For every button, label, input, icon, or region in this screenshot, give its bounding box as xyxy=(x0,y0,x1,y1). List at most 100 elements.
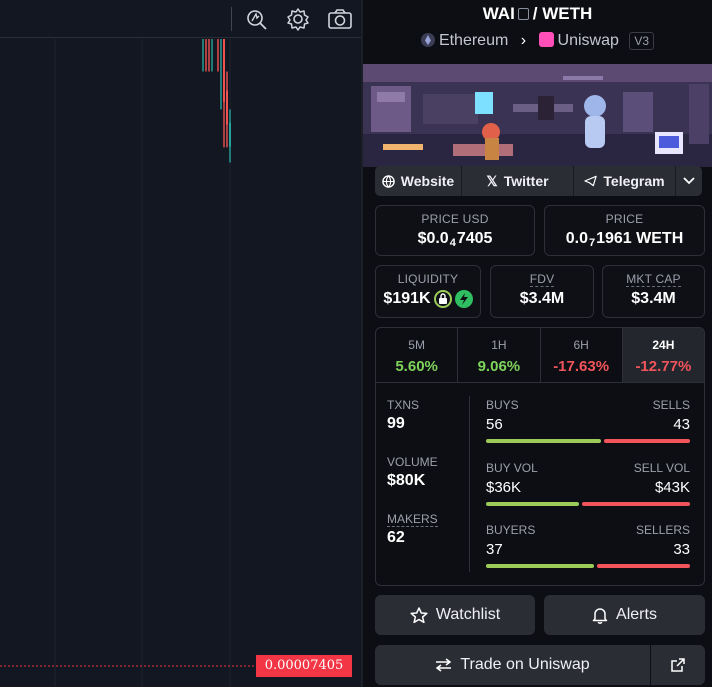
sellers-value: 33 xyxy=(673,541,690,558)
tab-24h-change: -12.77% xyxy=(635,358,692,375)
trade-button-label: Trade on Uniswap xyxy=(460,656,590,673)
sells-value: 43 xyxy=(673,416,690,433)
volume-value: $80K xyxy=(387,472,426,489)
chart-toolbar xyxy=(0,0,361,38)
buys-value: 56 xyxy=(486,416,503,433)
buys-label: BUYS xyxy=(486,398,519,412)
candle-body xyxy=(229,122,231,147)
buyers-label: BUYERS xyxy=(486,523,536,537)
sells-label: SELLS xyxy=(652,398,690,412)
fdv-card: FDV $3.4M xyxy=(490,265,594,318)
tab-1h-change: 9.06% xyxy=(477,358,521,375)
toolbar-separator xyxy=(231,7,232,31)
globe-icon xyxy=(382,174,395,188)
pane-divider[interactable] xyxy=(361,0,363,687)
bell-icon xyxy=(592,607,608,624)
tab-5m[interactable]: 5M 5.60% xyxy=(376,328,459,382)
swap-arrows-icon xyxy=(436,658,452,672)
quote-token-symbol: WETH xyxy=(542,4,593,23)
price-usd-zero-count: 4 xyxy=(449,237,456,249)
chevron-right-icon: › xyxy=(520,32,527,49)
chart-grid xyxy=(54,39,231,687)
drawing-tools-icon[interactable] xyxy=(244,6,270,32)
tab-24h[interactable]: 24H -12.77% xyxy=(622,328,704,382)
market-cap-label: MKT CAP xyxy=(603,272,704,287)
tab-5m-label: 5M xyxy=(408,338,425,352)
base-token-symbol: WAI xyxy=(482,4,515,23)
price-native-label: PRICE xyxy=(605,212,644,226)
settings-gear-icon[interactable] xyxy=(285,6,311,32)
fdv-label-text[interactable]: FDV xyxy=(529,272,555,287)
pair-separator: / xyxy=(532,4,538,23)
chevron-down-icon xyxy=(683,177,695,185)
price-native-prefix: 0.0 xyxy=(565,230,588,247)
website-link[interactable]: Website xyxy=(375,166,462,196)
price-usd-digits: 7405 xyxy=(456,230,493,247)
market-cap-card: MKT CAP $3.4M xyxy=(602,265,705,318)
open-external-button[interactable] xyxy=(651,645,705,685)
chain-name[interactable]: Ethereum xyxy=(438,32,509,49)
telegram-link-label: Telegram xyxy=(603,173,665,189)
sell-volume-label: SELL VOL xyxy=(633,461,690,475)
lock-icon[interactable] xyxy=(433,290,452,308)
social-links: Website 𝕏 Twitter Telegram xyxy=(375,166,702,196)
ethereum-icon xyxy=(420,33,435,47)
more-links-button[interactable] xyxy=(676,166,702,196)
buyers-value: 37 xyxy=(486,541,503,558)
buyers-bar xyxy=(486,564,594,568)
makers-label-text[interactable]: MAKERS xyxy=(387,512,438,527)
tab-6h-change: -17.63% xyxy=(553,358,610,375)
volume-label: VOLUME xyxy=(387,455,438,469)
x-logo-icon: 𝕏 xyxy=(486,172,498,189)
buy-volume-value: $36K xyxy=(486,479,522,496)
liquidity-value: $191K xyxy=(383,290,431,307)
market-cap-label-text[interactable]: MKT CAP xyxy=(626,272,681,287)
version-badge: V3 xyxy=(629,32,655,50)
website-link-label: Website xyxy=(400,173,455,189)
alerts-button-label: Alerts xyxy=(616,606,657,623)
dex-name[interactable]: Uniswap xyxy=(557,32,619,49)
buy-volume-label: BUY VOL xyxy=(486,461,538,475)
trade-button[interactable]: Trade on Uniswap xyxy=(375,645,650,685)
price-chart[interactable]: 0.00080000.00070000.00060000.00049990.00… xyxy=(0,39,361,687)
twitter-link-label: Twitter xyxy=(503,173,549,189)
price-usd-label: PRICE USD xyxy=(421,212,489,226)
sell-volume-value: $43K xyxy=(654,479,690,496)
pair-subtitle: Ethereum › Uniswap V3 xyxy=(363,32,712,50)
timeframe-tabs: 5M 5.60% 1H 9.06% 6H -17.63% 24H -12.77% xyxy=(376,328,704,383)
buys-sells-bar xyxy=(486,439,690,443)
token-banner-image xyxy=(363,64,712,167)
alerts-button[interactable]: Alerts xyxy=(544,595,705,635)
buyers-sellers-block: BUYERS SELLERS 37 33 xyxy=(486,523,690,568)
chart-pane[interactable]: 0.00080000.00070000.00060000.00049990.00… xyxy=(0,0,361,687)
camera-icon[interactable] xyxy=(327,6,353,32)
watchlist-button[interactable]: Watchlist xyxy=(375,595,535,635)
volume-split-bar xyxy=(486,502,690,506)
pair-info-panel: WAI / WETH Ethereum › Uniswap V3 Websit xyxy=(363,0,712,687)
candle-body xyxy=(223,39,225,102)
makers-label: MAKERS xyxy=(387,512,467,527)
telegram-link[interactable]: Telegram xyxy=(574,166,676,196)
price-usd-value: $0.047405 xyxy=(376,230,534,249)
tab-1h[interactable]: 1H 9.06% xyxy=(458,328,541,382)
tab-6h-label: 6H xyxy=(573,338,589,352)
sell-volume-bar xyxy=(582,502,690,506)
price-usd-card: PRICE USD $0.047405 xyxy=(375,205,535,256)
market-cap-value: $3.4M xyxy=(631,290,676,307)
tab-6h[interactable]: 6H -17.63% xyxy=(541,328,623,382)
makers-value: 62 xyxy=(387,529,405,546)
fdv-label: FDV xyxy=(491,272,593,287)
candlestick-series xyxy=(202,39,231,163)
candle-body xyxy=(226,90,228,125)
twitter-link[interactable]: 𝕏 Twitter xyxy=(462,166,574,196)
metrics-divider xyxy=(469,396,470,572)
volume-split-block: BUY VOL SELL VOL $36K $43K xyxy=(486,461,690,506)
copy-icon[interactable] xyxy=(517,8,529,20)
watchlist-button-label: Watchlist xyxy=(435,606,501,623)
sellers-label: SELLERS xyxy=(635,523,690,537)
burn-locker-icon[interactable] xyxy=(454,290,473,308)
telegram-icon xyxy=(584,175,598,187)
summary-metrics: TXNS 99 VOLUME $80K MAKERS 62 xyxy=(387,398,467,547)
buy-volume-bar xyxy=(486,502,579,506)
txns-label: TXNS xyxy=(387,398,420,412)
